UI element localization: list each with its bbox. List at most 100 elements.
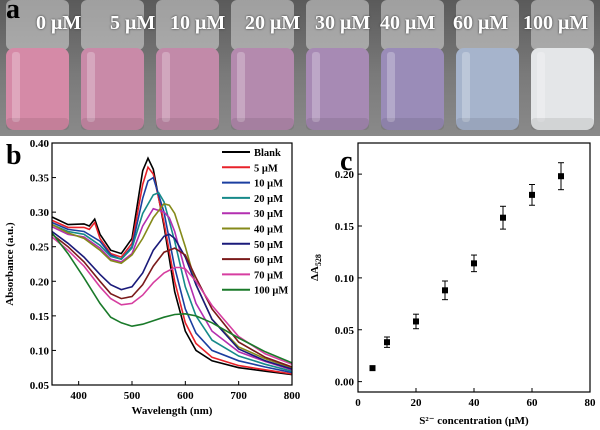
vial-liquid <box>456 48 519 130</box>
vial-bottom <box>231 118 294 130</box>
vial-glass <box>156 0 219 50</box>
y-tick-label: 0.15 <box>30 311 50 323</box>
legend-label: 100 μM <box>254 286 288 297</box>
x-axis-label: S²⁻ concentration (μM) <box>419 415 529 427</box>
vials-photo <box>0 0 600 136</box>
vial-bottom <box>156 118 219 130</box>
series-line <box>52 233 292 368</box>
y-tick-label: 0.25 <box>30 242 50 254</box>
vial-highlight <box>537 52 545 122</box>
panel-label-a: a <box>6 0 20 25</box>
x-tick-label: 80 <box>585 397 597 409</box>
y-tick-label: 0.00 <box>335 377 355 389</box>
y-tick-label: 0.15 <box>335 221 355 233</box>
vial <box>381 0 444 130</box>
legend-label: Blank <box>254 148 281 159</box>
legend-label: 70 μM <box>254 270 283 281</box>
y-tick-label: 0.30 <box>30 207 50 219</box>
vial <box>531 0 594 130</box>
vial-bottom <box>531 118 594 130</box>
vial-label: 60 μM <box>453 12 509 34</box>
series-line <box>52 165 292 375</box>
data-point <box>369 365 376 372</box>
vial-label: 20 μM <box>245 12 301 34</box>
series-line <box>52 236 292 366</box>
x-tick-label: 0 <box>355 397 361 409</box>
y-tick-label: 0.10 <box>30 345 50 357</box>
vial-glass <box>531 0 594 50</box>
panel-label-b: b <box>6 140 22 171</box>
legend-label: 20 μM <box>254 194 283 205</box>
vial-bottom <box>81 118 144 130</box>
series-line <box>52 176 292 374</box>
vial-label: 5 μM <box>110 12 156 34</box>
vial-highlight <box>237 52 245 122</box>
vial-bottom <box>6 118 69 130</box>
y-tick-label: 0.10 <box>335 273 355 285</box>
vial <box>306 0 369 130</box>
y-tick-label: 0.40 <box>30 138 50 150</box>
y-tick-label: 0.20 <box>335 169 355 181</box>
vial-glass <box>231 0 294 50</box>
x-tick-label: 700 <box>230 390 247 402</box>
data-point <box>529 191 535 198</box>
y-tick-label: 0.05 <box>335 325 355 337</box>
vial-glass <box>6 0 69 50</box>
vial-bottom <box>306 118 369 130</box>
vial-glass <box>306 0 369 50</box>
vial-bottom <box>381 118 444 130</box>
vial-highlight <box>162 52 170 122</box>
series-line <box>52 232 292 364</box>
vial-highlight <box>12 52 20 122</box>
x-tick-label: 600 <box>177 390 194 402</box>
vial-bottom <box>456 118 519 130</box>
vials-photo-image <box>0 0 600 136</box>
vial-liquid <box>231 48 294 130</box>
panel-label-c: c <box>340 146 353 177</box>
x-tick-label: 800 <box>284 390 301 402</box>
y-axis-label: ΔA528 <box>309 254 323 281</box>
x-tick-label: 60 <box>527 397 539 409</box>
vial-highlight <box>312 52 320 122</box>
vial-label: 40 μM <box>380 12 436 34</box>
data-point <box>500 214 506 221</box>
legend-label: 10 μM <box>254 179 283 190</box>
vial <box>231 0 294 130</box>
x-axis-label: Wavelength (nm) <box>132 405 213 417</box>
vial-label: 10 μM <box>170 12 226 34</box>
vial-glass <box>81 0 144 50</box>
vial-liquid <box>6 48 69 130</box>
vial-highlight <box>87 52 95 122</box>
vial-glass <box>381 0 444 50</box>
y-tick-label: 0.20 <box>30 276 50 288</box>
vial-liquid <box>381 48 444 130</box>
x-tick-label: 500 <box>124 390 141 402</box>
vial-highlight <box>387 52 395 122</box>
vial-liquid <box>81 48 144 130</box>
vial-glass <box>456 0 519 50</box>
plot-frame <box>51 142 293 386</box>
data-point <box>471 260 477 267</box>
vial <box>156 0 219 130</box>
data-point <box>413 318 419 325</box>
y-tick-label: 0.05 <box>30 380 50 392</box>
series-line <box>52 156 292 376</box>
data-point <box>384 339 390 346</box>
vial-liquid <box>531 48 594 130</box>
vial-highlight <box>462 52 470 122</box>
vial-label: 0 μM <box>36 12 82 34</box>
y-tick-label: 0.35 <box>30 173 50 185</box>
data-point <box>442 287 448 294</box>
vial-label: 100 μM <box>523 12 589 34</box>
vial <box>6 0 69 130</box>
legend-label: 60 μM <box>254 255 283 266</box>
x-tick-label: 400 <box>70 390 87 402</box>
legend-label: 40 μM <box>254 225 283 236</box>
series-line <box>52 230 292 370</box>
vial-liquid <box>306 48 369 130</box>
vial <box>456 0 519 130</box>
y-axis-label: Absorbance (a.u.) <box>4 222 16 306</box>
vial-label: 30 μM <box>315 12 371 34</box>
legend-label: 5 μM <box>254 163 278 174</box>
